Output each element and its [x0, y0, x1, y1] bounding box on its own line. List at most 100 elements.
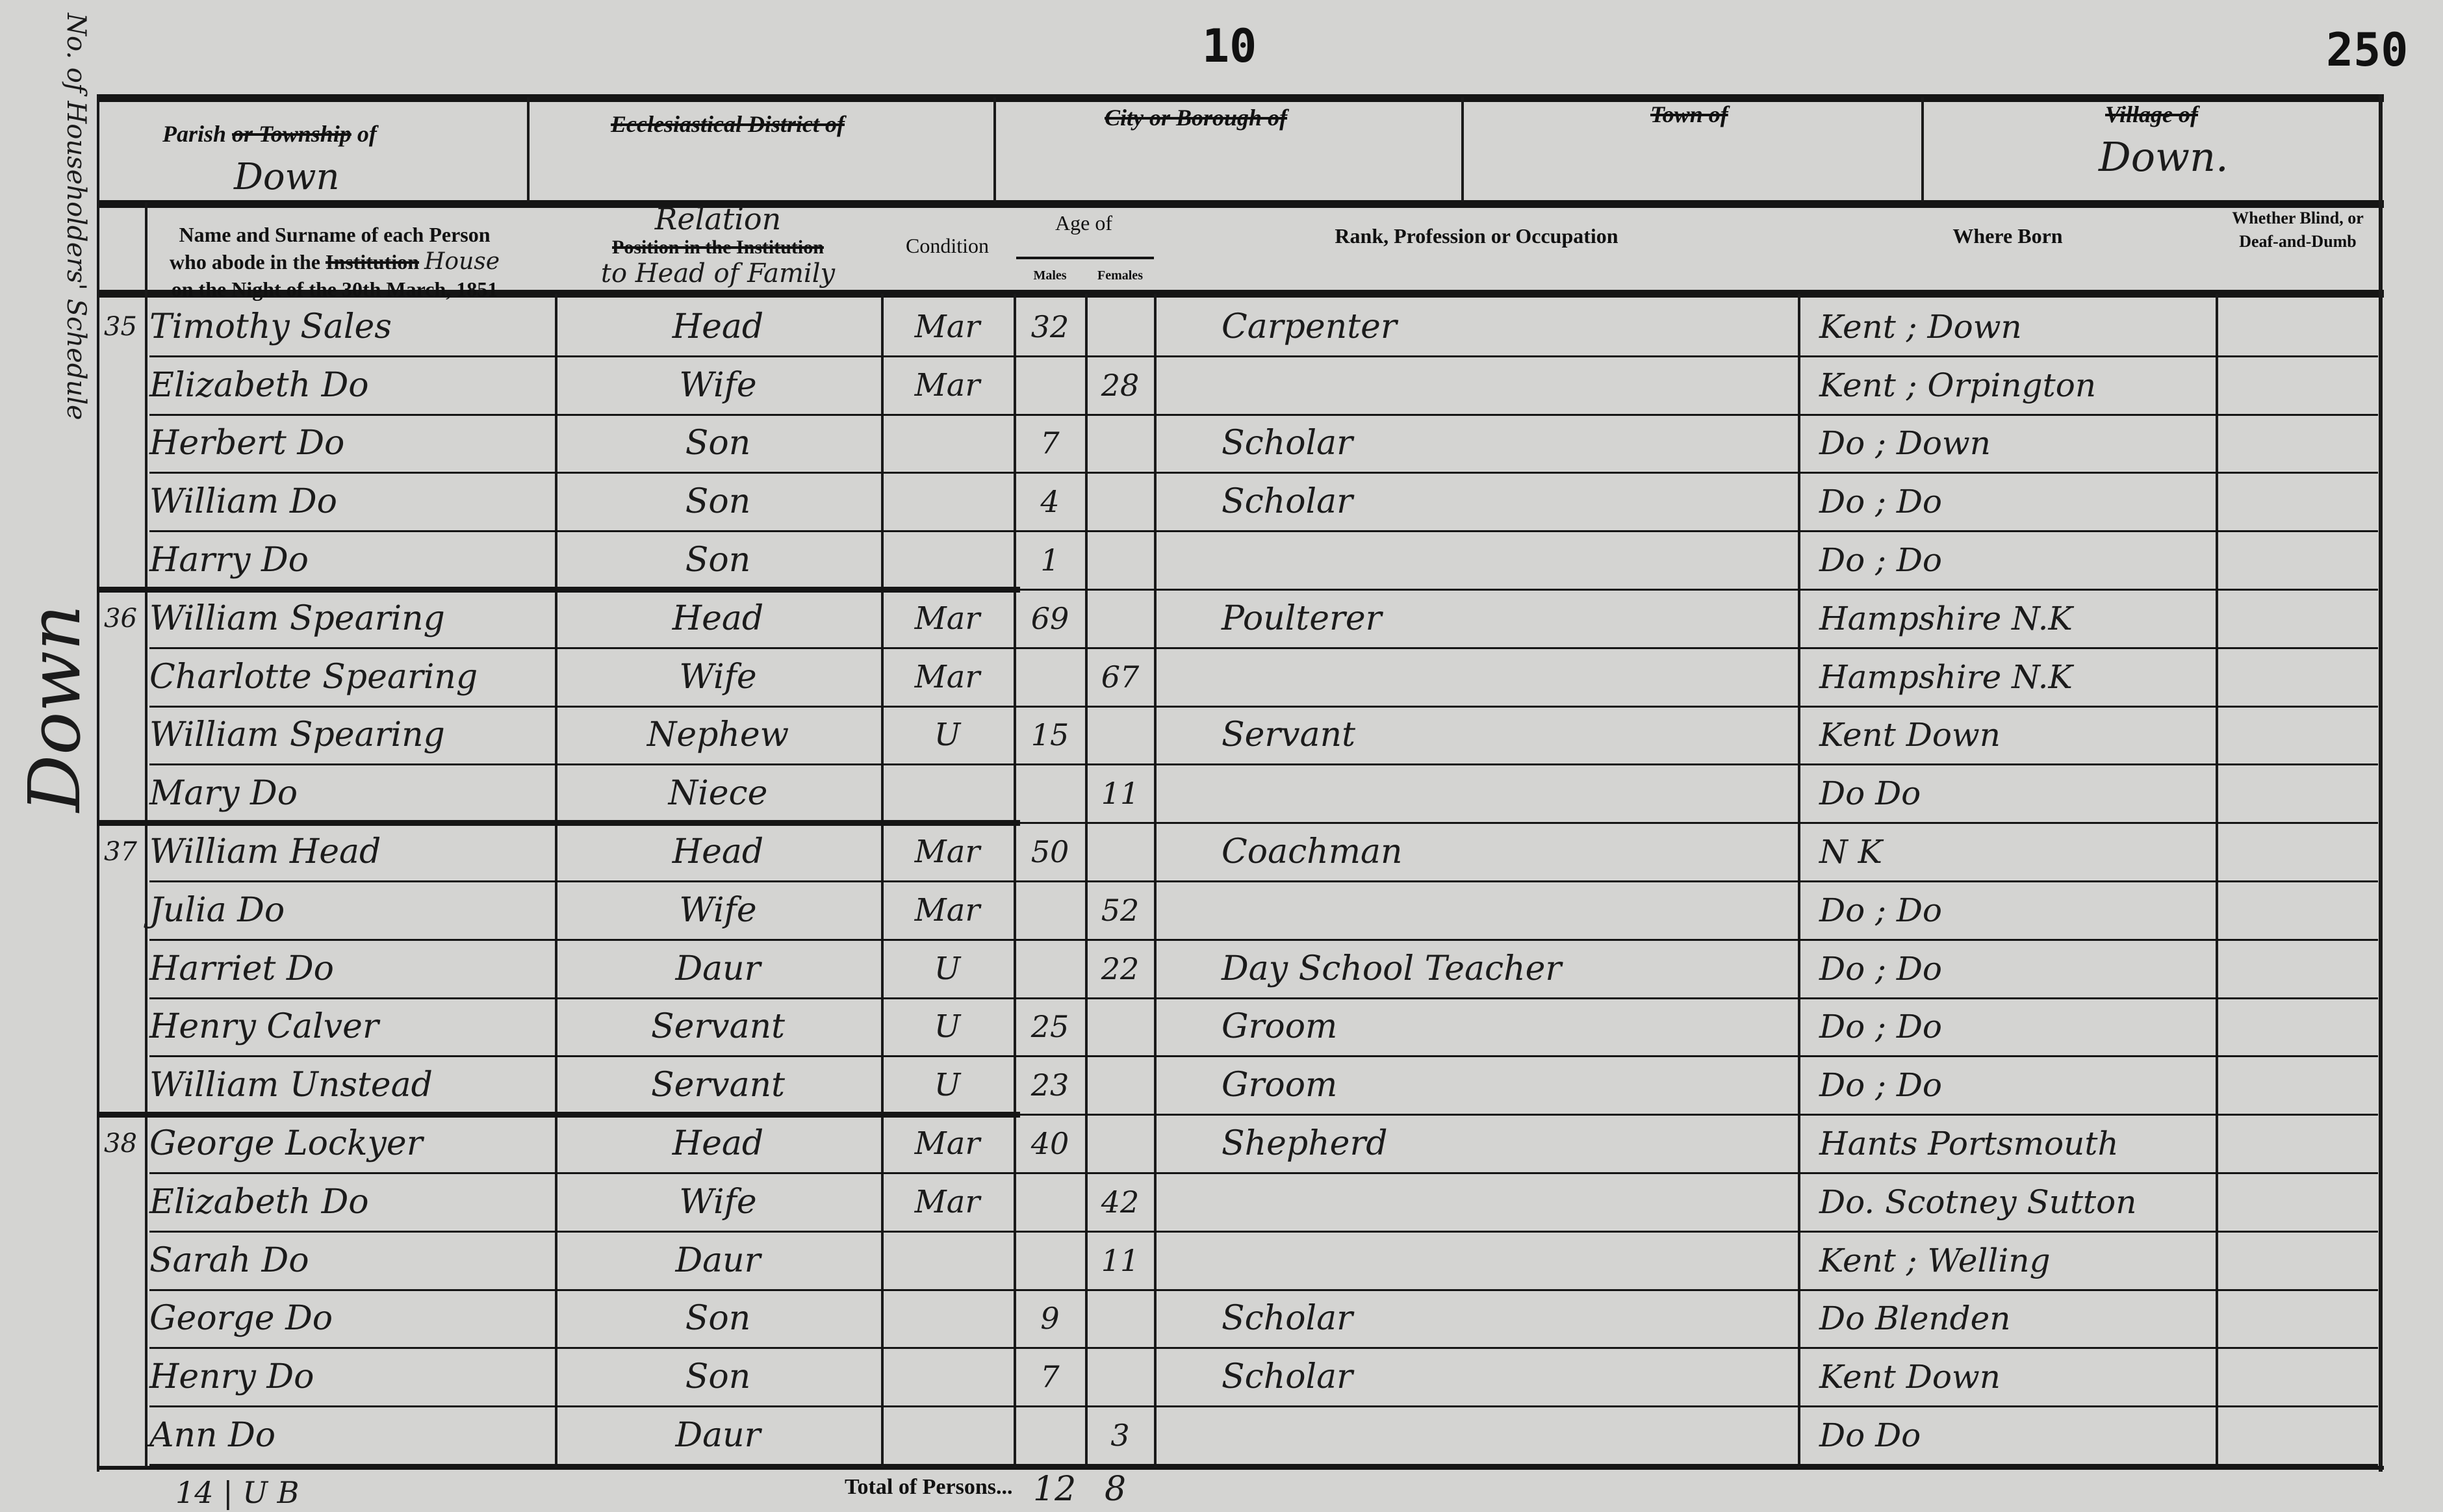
cell-male-age: 4 — [1040, 484, 1060, 520]
cell-occupation — [1222, 1407, 1793, 1463]
cell-female-age — [1086, 1291, 1154, 1347]
cell-relation: Head — [672, 832, 764, 872]
cell-condition — [884, 416, 1011, 472]
cell-occupation: Servant — [1222, 715, 1356, 755]
divider — [993, 97, 996, 201]
females-header: Females — [1097, 268, 1143, 283]
cell-relation: Servant — [650, 1066, 786, 1105]
age-rule — [1016, 257, 1154, 259]
cell-name: Elizabeth Do — [149, 1182, 369, 1222]
cell-male-age: 50 — [1030, 834, 1069, 870]
divider — [527, 97, 530, 201]
row-rule — [149, 355, 2378, 357]
relation-hand-bottom: to Head of Family — [600, 259, 836, 288]
cell-female-age: 28 — [1101, 367, 1140, 403]
cell-name: William Unstead — [149, 1066, 433, 1105]
column-header-rule — [97, 290, 2384, 298]
row-rule — [149, 413, 2378, 416]
cell-condition: Mar — [914, 366, 980, 404]
ecclesiastical-label: Ecclesiastical District of — [611, 111, 845, 137]
cell-schedule: 35 — [104, 311, 137, 342]
age-column-header: Age of — [1055, 211, 1112, 235]
cell-relation: Wife — [679, 890, 757, 930]
cell-female-age: 67 — [1101, 659, 1140, 695]
cell-occupation: Scholar — [1222, 1299, 1353, 1339]
cell-schedule — [104, 1291, 143, 1347]
city-label: City or Borough of — [1105, 105, 1288, 131]
cell-male-age: 9 — [1040, 1301, 1060, 1337]
cell-schedule — [104, 999, 143, 1055]
row-rule — [149, 472, 2378, 474]
cell-relation: Son — [685, 482, 751, 522]
cell-born: N K — [1819, 833, 1882, 871]
cell-occupation: Groom — [1222, 1007, 1338, 1047]
bottom-rule — [97, 1466, 2384, 1470]
cell-occupation: Poulterer — [1222, 598, 1382, 638]
parish-label-of: of — [357, 121, 377, 147]
row-rule — [149, 822, 2378, 825]
cell-male-age — [1015, 357, 1085, 413]
household-separator — [97, 587, 1020, 593]
cell-condition: Mar — [914, 658, 980, 695]
page-number: 250 — [2326, 23, 2409, 77]
header-rule — [97, 200, 2384, 208]
cell-male-age — [1015, 1174, 1085, 1230]
cell-condition: U — [934, 1067, 961, 1104]
cell-name: Timothy Sales — [149, 307, 392, 346]
cell-name: Harry Do — [149, 541, 309, 580]
cell-name: Herbert Do — [149, 424, 345, 463]
cell-occupation: Groom — [1222, 1066, 1338, 1105]
cell-female-age: 52 — [1101, 892, 1140, 928]
cell-name: George Do — [149, 1299, 333, 1339]
cell-male-age: 1 — [1040, 543, 1060, 578]
cell-condition — [884, 765, 1011, 821]
cell-female-age — [1086, 416, 1154, 472]
cell-name: Julia Do — [149, 890, 285, 930]
cell-schedule — [104, 1407, 143, 1463]
row-rule — [149, 1347, 2378, 1350]
cell-condition: Mar — [914, 1125, 980, 1162]
divider — [1461, 97, 1464, 201]
row-rule — [149, 1114, 2378, 1116]
cell-female-age — [1086, 1057, 1154, 1113]
cell-female-age: 11 — [1101, 776, 1140, 812]
cell-relation: Son — [685, 1357, 751, 1397]
cell-born: Do ; Do — [1819, 541, 1943, 580]
relation-column-header: Relation Position in the Institution to … — [559, 201, 877, 288]
cell-condition — [884, 1291, 1011, 1347]
household-separator — [97, 1112, 1020, 1118]
cell-name: William Spearing — [149, 598, 445, 638]
relation-hand-top: Relation — [654, 201, 782, 237]
cell-name: Sarah Do — [149, 1240, 309, 1280]
cell-relation: Head — [672, 1124, 764, 1164]
cell-female-age — [1086, 1349, 1154, 1405]
blind-column-header: Whether Blind, or Deaf-and-Dumb — [2232, 209, 2364, 251]
divider — [1921, 97, 1924, 201]
row-rule — [149, 1464, 2378, 1466]
cell-schedule — [104, 1174, 143, 1230]
cell-occupation: Scholar — [1222, 1357, 1353, 1397]
cell-relation: Daur — [675, 949, 761, 988]
cell-schedule — [104, 882, 143, 938]
name-header-line: Name and Surname of each Person — [179, 223, 491, 246]
cell-schedule: 38 — [104, 1129, 137, 1159]
handwritten-text: House — [424, 248, 500, 275]
town-label: Town of — [1650, 101, 1728, 127]
cell-condition — [884, 532, 1011, 588]
cell-occupation: Day School Teacher — [1222, 949, 1562, 988]
cell-relation: Wife — [679, 1182, 757, 1222]
cell-born: Kent ; Orpington — [1819, 366, 2097, 404]
row-rule — [149, 880, 2378, 882]
cell-male-age — [1015, 882, 1085, 938]
cell-relation: Nephew — [646, 715, 789, 755]
household-separator — [97, 820, 1020, 826]
top-rule — [97, 94, 2384, 102]
cell-male-age: 15 — [1030, 717, 1069, 753]
cell-born: Do ; Do — [1819, 1008, 1943, 1046]
parish-label-struck: or Township — [232, 121, 352, 147]
cell-born: Do ; Do — [1819, 1066, 1943, 1105]
cell-male-age — [1015, 765, 1085, 821]
cell-occupation — [1222, 649, 1793, 705]
cell-condition: Mar — [914, 834, 980, 871]
cell-schedule — [104, 532, 143, 588]
